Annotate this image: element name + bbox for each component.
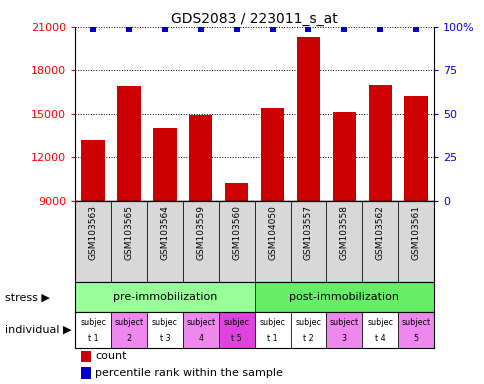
Text: post-immobilization: post-immobilization	[289, 292, 398, 302]
Bar	[254, 282, 433, 312]
Text: subjec: subjec	[151, 318, 178, 327]
Bar	[111, 312, 147, 348]
Text: subjec: subjec	[223, 318, 249, 327]
Text: pre-immobilization: pre-immobilization	[112, 292, 217, 302]
Text: 4: 4	[198, 334, 203, 343]
Bar	[296, 37, 319, 331]
Text: 3: 3	[341, 334, 346, 343]
Text: subjec: subjec	[295, 318, 321, 327]
Text: GSM103558: GSM103558	[339, 205, 348, 260]
Bar	[182, 201, 218, 282]
Bar	[290, 201, 326, 282]
Text: t 3: t 3	[159, 334, 170, 343]
Text: subjec: subjec	[259, 318, 285, 327]
Point	[197, 26, 204, 32]
Bar	[153, 128, 176, 331]
Bar	[75, 312, 111, 348]
Point	[125, 26, 133, 32]
Point	[89, 26, 97, 32]
Bar	[254, 312, 290, 348]
Bar	[332, 113, 355, 331]
Bar	[362, 201, 397, 282]
Bar	[397, 312, 433, 348]
Text: individual ▶: individual ▶	[5, 325, 71, 335]
Bar	[75, 201, 111, 282]
Bar	[404, 96, 427, 331]
Bar	[111, 201, 147, 282]
Text: GSM103559: GSM103559	[196, 205, 205, 260]
Bar	[147, 312, 182, 348]
Point	[268, 26, 276, 32]
Text: count: count	[95, 351, 126, 361]
Bar	[326, 201, 362, 282]
Bar	[117, 86, 140, 331]
Text: t 5: t 5	[231, 334, 242, 343]
Text: subjec: subjec	[80, 318, 106, 327]
Text: subject: subject	[401, 318, 430, 327]
Bar	[368, 85, 391, 331]
Text: t 1: t 1	[267, 334, 277, 343]
Bar	[362, 312, 397, 348]
Point	[340, 26, 348, 32]
Text: t 4: t 4	[374, 334, 385, 343]
Bar	[254, 201, 290, 282]
Text: percentile rank within the sample: percentile rank within the sample	[95, 367, 282, 377]
Bar	[397, 201, 433, 282]
Text: GSM103562: GSM103562	[375, 205, 384, 260]
Point	[376, 26, 383, 32]
Point	[304, 26, 312, 32]
Text: stress ▶: stress ▶	[5, 292, 50, 302]
Bar	[326, 312, 362, 348]
Bar	[290, 312, 326, 348]
Text: 2: 2	[126, 334, 131, 343]
Text: GSM103561: GSM103561	[411, 205, 420, 260]
Text: GSM103565: GSM103565	[124, 205, 133, 260]
Point	[161, 26, 168, 32]
Text: t 2: t 2	[302, 334, 313, 343]
Bar	[80, 351, 91, 362]
Bar	[225, 184, 248, 331]
Text: subject: subject	[329, 318, 358, 327]
Text: 5: 5	[413, 334, 418, 343]
Text: subject: subject	[114, 318, 143, 327]
Bar	[147, 201, 182, 282]
Bar	[182, 312, 218, 348]
Bar	[218, 201, 254, 282]
Text: GSM104050: GSM104050	[268, 205, 276, 260]
Text: subject: subject	[186, 318, 215, 327]
Bar	[75, 282, 254, 312]
Bar	[189, 115, 212, 331]
Text: GSM103560: GSM103560	[232, 205, 241, 260]
Text: subjec: subjec	[366, 318, 393, 327]
Title: GDS2083 / 223011_s_at: GDS2083 / 223011_s_at	[171, 12, 337, 26]
Text: GSM103557: GSM103557	[303, 205, 312, 260]
Bar	[80, 367, 91, 379]
Text: t 1: t 1	[88, 334, 98, 343]
Bar	[260, 108, 284, 331]
Bar	[81, 140, 105, 331]
Text: GSM103564: GSM103564	[160, 205, 169, 260]
Point	[411, 26, 419, 32]
Text: GSM103563: GSM103563	[89, 205, 97, 260]
Bar	[218, 312, 254, 348]
Point	[232, 26, 240, 32]
